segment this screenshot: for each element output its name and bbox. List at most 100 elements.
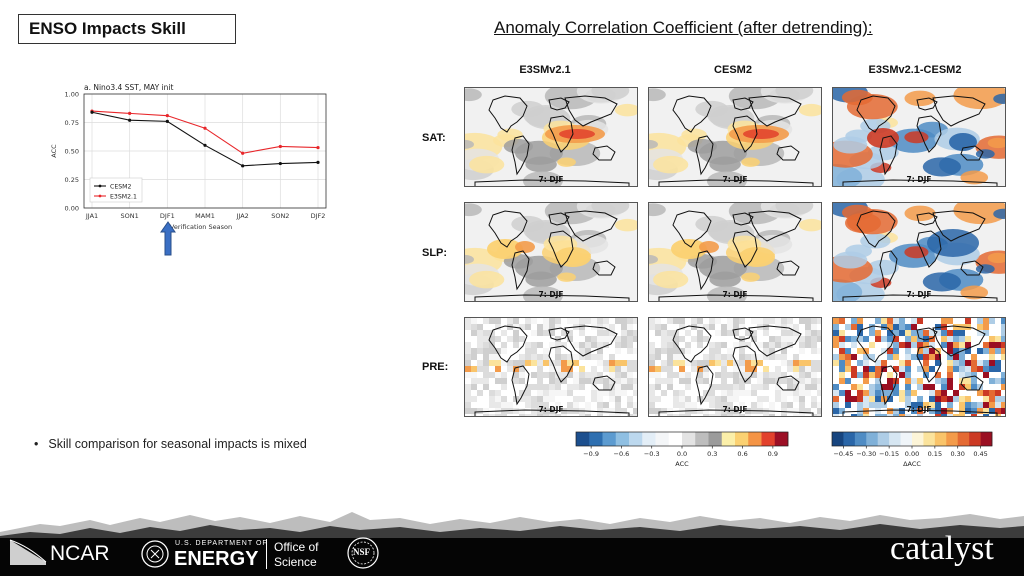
map-cell — [965, 354, 971, 360]
map-cell — [787, 366, 793, 372]
map-cell — [887, 366, 893, 372]
map-cell — [573, 336, 579, 342]
map-cell — [691, 372, 697, 378]
map-anomaly-blob — [904, 205, 936, 222]
map-cell — [769, 318, 775, 324]
map-cell — [929, 372, 935, 378]
map-diff-feature — [845, 213, 881, 233]
map-cell — [763, 354, 769, 360]
map-cell — [703, 408, 709, 414]
map-cell — [579, 348, 585, 354]
coastline — [564, 325, 618, 357]
map-cell — [1001, 402, 1005, 408]
map-cell — [739, 342, 745, 348]
map-cell — [769, 360, 775, 366]
map-cell — [591, 354, 597, 360]
map-cell — [929, 396, 935, 402]
map-cell — [839, 372, 845, 378]
map-cell — [995, 372, 1001, 378]
map-cell — [649, 402, 655, 408]
map-cell — [673, 366, 679, 372]
map-cell — [989, 348, 995, 354]
map-cell — [799, 390, 805, 396]
map-cell — [667, 342, 673, 348]
logo-divider — [266, 539, 267, 569]
map-cell — [549, 330, 555, 336]
map-cell — [609, 366, 615, 372]
map-cell — [591, 336, 597, 342]
map-cell — [727, 378, 733, 384]
map-cell — [811, 348, 817, 354]
map-sat-e3sm: 7: DJF — [464, 87, 638, 187]
map-cell — [751, 390, 757, 396]
map-cell — [983, 324, 989, 330]
coastline — [916, 97, 938, 111]
map-cell — [697, 390, 703, 396]
map-cell — [787, 402, 793, 408]
map-cell — [501, 402, 507, 408]
map-cell — [727, 330, 733, 336]
map-cell — [881, 414, 887, 416]
map-cell — [579, 366, 585, 372]
map-cell — [893, 348, 899, 354]
map-cell — [929, 348, 935, 354]
map-cell — [995, 348, 1001, 354]
map-cell — [667, 354, 673, 360]
map-cell — [685, 402, 691, 408]
map-cell — [929, 402, 935, 408]
colorbar-swatch — [774, 432, 789, 446]
map-cell — [709, 384, 715, 390]
map-cell — [839, 360, 845, 366]
map-cell — [507, 366, 513, 372]
map-cell — [833, 348, 839, 354]
map-cell — [543, 354, 549, 360]
map-cell — [817, 372, 821, 378]
map-cell — [585, 354, 591, 360]
map-field — [465, 88, 637, 186]
map-cell — [1001, 396, 1005, 402]
map-cell — [543, 396, 549, 402]
map-cell — [983, 402, 989, 408]
ncar-logo: NCAR — [50, 542, 110, 565]
map-anomaly-blob — [775, 88, 814, 101]
map-cell — [471, 408, 477, 414]
map-cell — [525, 384, 531, 390]
map-cell — [875, 330, 881, 336]
map-cell — [573, 402, 579, 408]
colorbar-swatch — [843, 432, 856, 446]
map-cell — [549, 348, 555, 354]
map-cell — [667, 384, 673, 390]
map-cell — [845, 372, 851, 378]
map-cell — [727, 366, 733, 372]
map-cell — [615, 318, 621, 324]
map-cell — [507, 384, 513, 390]
map-cell — [941, 402, 947, 408]
map-cell — [817, 402, 821, 408]
map-cell — [597, 408, 603, 414]
coastline — [842, 409, 998, 416]
map-sat-cesm2: 7: DJF — [648, 87, 822, 187]
map-cell — [655, 342, 661, 348]
map-cell — [875, 342, 881, 348]
map-cell — [739, 402, 745, 408]
map-cell — [769, 372, 775, 378]
map-cell — [899, 414, 905, 416]
catalyst-logo: catalyst — [890, 530, 994, 567]
map-cell — [953, 390, 959, 396]
map-cell — [501, 414, 507, 416]
colorbar-swatch — [957, 432, 970, 446]
map-cell — [597, 390, 603, 396]
map-cell — [649, 414, 655, 416]
map-pre-cesm2: 7: DJF — [648, 317, 822, 417]
map-cell — [531, 360, 537, 366]
map-cell — [959, 318, 965, 324]
map-cell — [501, 348, 507, 354]
map-cell — [649, 378, 655, 384]
map-cell — [537, 354, 543, 360]
map-anomaly-blob — [469, 155, 505, 174]
map-cell — [567, 330, 573, 336]
map-cell — [971, 402, 977, 408]
map-cell — [471, 354, 477, 360]
map-cell — [851, 390, 857, 396]
map-cell — [739, 354, 745, 360]
